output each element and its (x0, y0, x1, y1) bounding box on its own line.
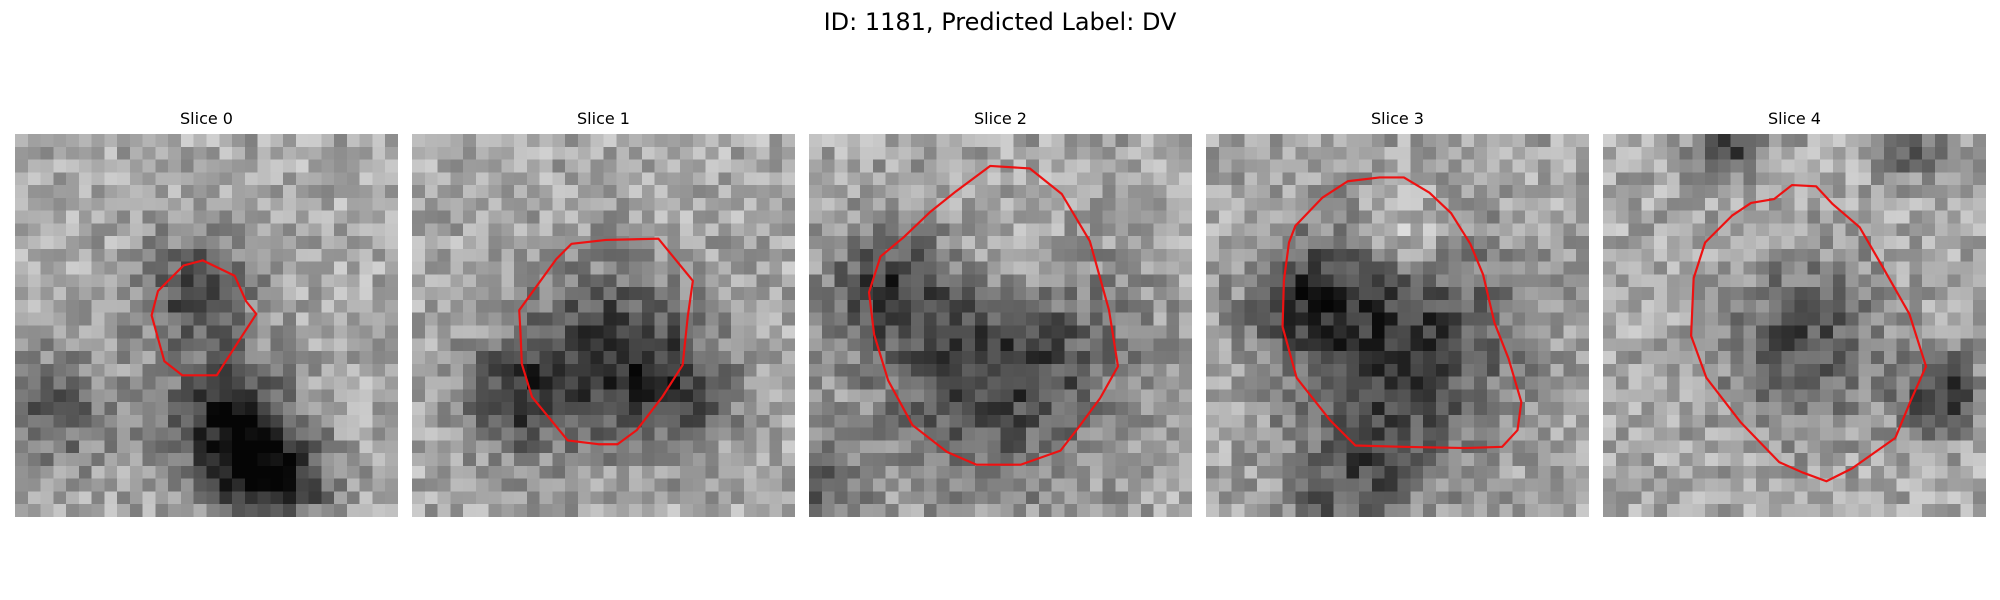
slice-panels: Slice 0 Slice 1 Slice 2 Slice 3 Slice 4 (15, 108, 1986, 518)
slice-panel: Slice 3 (1206, 108, 1589, 518)
segmentation-contour (150, 259, 258, 377)
segmentation-contour (1690, 183, 1928, 483)
slice-image (1206, 134, 1589, 517)
slice-title: Slice 1 (577, 109, 630, 128)
slice-title: Slice 4 (1768, 109, 1821, 128)
slice-panel: Slice 2 (809, 108, 1192, 518)
segmentation-contour (867, 164, 1120, 466)
figure-title: ID: 1181, Predicted Label: DV (823, 8, 1177, 36)
pixel-grid (1603, 134, 1986, 517)
segmentation-contour (1281, 176, 1523, 450)
slice-title: Slice 2 (974, 109, 1027, 128)
segmentation-contour (518, 237, 694, 446)
pixel-grid (1206, 134, 1589, 517)
slice-panel: Slice 1 (412, 108, 795, 518)
pixel-grid (412, 134, 795, 517)
slice-panel: Slice 0 (15, 108, 398, 518)
slice-image (809, 134, 1192, 517)
pixel-grid (15, 134, 398, 517)
slice-image (412, 134, 795, 517)
slice-image (1603, 134, 1986, 517)
slice-title: Slice 3 (1371, 109, 1424, 128)
slice-panel: Slice 4 (1603, 108, 1986, 518)
slice-title: Slice 0 (180, 109, 233, 128)
pixel-grid (809, 134, 1192, 517)
slice-image (15, 134, 398, 517)
